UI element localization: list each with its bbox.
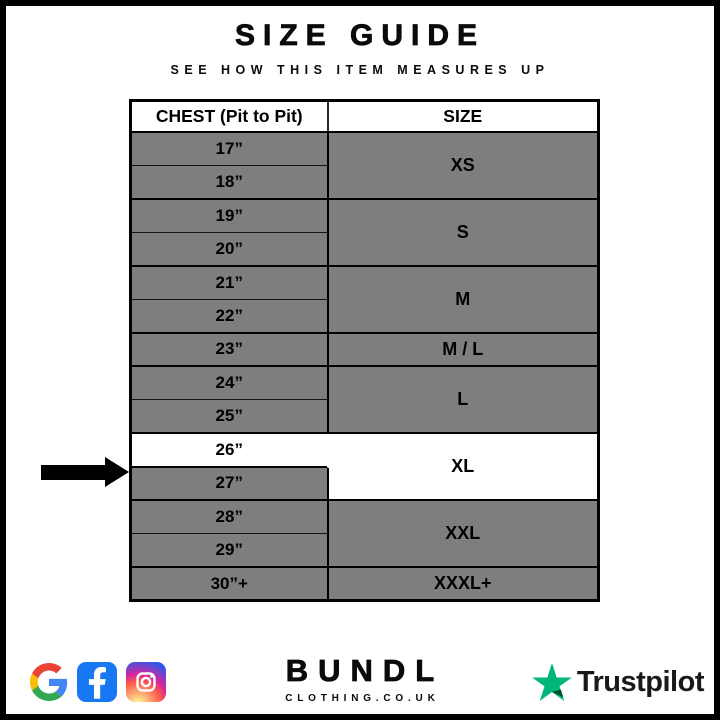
arrow-head: [105, 457, 129, 487]
brand-logo: BUNDL CLOTHING.CO.UK: [6, 653, 714, 704]
chest-cell: 30”+: [130, 566, 329, 601]
chest-cell: 27”: [130, 465, 329, 500]
chest-cell: 22”: [130, 298, 329, 333]
table-row: 18”: [130, 164, 599, 199]
page-subtitle: SEE HOW THIS ITEM MEASURES UP: [170, 63, 550, 77]
table-row: 29”: [130, 533, 599, 567]
chest-cell: 25”: [130, 399, 329, 433]
size-cell: S: [327, 197, 599, 266]
size-guide-table: CHEST (Pit to Pit) SIZE 17” XS 18” 19” S…: [129, 99, 600, 602]
chest-cell: 21”: [130, 264, 329, 299]
chest-column-header: CHEST (Pit to Pit): [130, 100, 329, 133]
size-cell-highlighted: XL: [327, 432, 599, 500]
chest-cell: 23”: [130, 331, 329, 366]
chest-cell: 17”: [130, 131, 329, 165]
brand-domain: CLOTHING.CO.UK: [285, 693, 440, 704]
table-header-row: CHEST (Pit to Pit) SIZE: [130, 100, 599, 133]
size-cell: M / L: [327, 331, 599, 366]
size-cell: XXXL+: [327, 566, 599, 601]
trustpilot-logo: Trustpilot: [532, 663, 705, 701]
size-cell: XXL: [327, 499, 599, 567]
table-row: 24” L: [130, 365, 599, 433]
table-row-highlighted: 26” XL: [130, 432, 599, 500]
size-column-header: SIZE: [327, 100, 599, 133]
brand-name: BUNDL: [285, 653, 445, 689]
table-row: 30”+ XXXL+: [130, 566, 599, 601]
table-row: 20”: [130, 231, 599, 266]
chest-cell-highlighted: 26”: [130, 432, 328, 467]
trustpilot-label: Trustpilot: [576, 665, 705, 698]
page-title: SIZE GUIDE: [234, 19, 486, 53]
chest-cell: 29”: [130, 533, 329, 567]
table-row: 22”: [130, 298, 599, 333]
table-row: 17” XS: [130, 131, 599, 199]
table-row: 19” S: [130, 197, 599, 266]
arrow-shaft: [41, 464, 105, 480]
trustpilot-star-icon: [532, 663, 572, 701]
size-cell: M: [327, 264, 599, 333]
table-row: 25”: [130, 399, 599, 433]
table-row: 23” M / L: [130, 331, 599, 366]
chest-cell: 18”: [130, 164, 329, 199]
chest-cell: 19”: [130, 197, 329, 232]
chest-cell: 20”: [130, 231, 329, 266]
facebook-icon: [77, 662, 117, 702]
table-row: 28” XXL: [130, 499, 599, 567]
size-cell: XS: [327, 131, 599, 199]
instagram-icon: [126, 662, 166, 702]
google-icon: [30, 663, 68, 701]
table-row: 21” M: [130, 264, 599, 333]
table-row: 27”: [130, 465, 599, 500]
chest-cell: 24”: [130, 365, 329, 400]
social-icons-row: [30, 662, 166, 702]
arrow-right-icon: [41, 457, 129, 487]
chest-cell: 28”: [130, 499, 329, 534]
size-cell: L: [327, 365, 599, 433]
